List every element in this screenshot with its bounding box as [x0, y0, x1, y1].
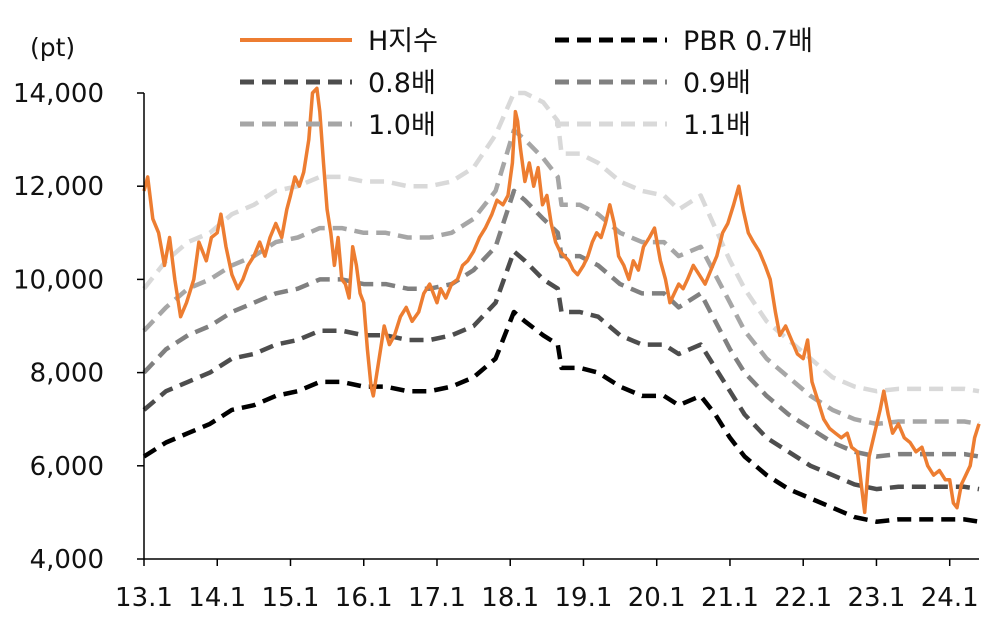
- legend-label-1: PBR 0.7배: [683, 26, 813, 57]
- legend-label-3: 0.9배: [683, 68, 751, 99]
- legend-label-5: 1.1배: [683, 110, 751, 141]
- series-layer: [142, 86, 981, 524]
- x-tick-label: 23.1: [848, 583, 906, 613]
- y-axis-ticks: 4,000 6,000 8,000 10,000 12,000 14,000: [13, 79, 144, 575]
- x-tick-label: 13.1: [115, 583, 173, 613]
- x-tick-label: 17.1: [408, 583, 466, 613]
- y-tick-label: 12,000: [13, 172, 104, 202]
- series-line-3: [142, 188, 980, 459]
- x-tick-label: 16.1: [335, 583, 393, 613]
- legend-label-0: H지수: [368, 26, 438, 57]
- y-tick-label: 6,000: [30, 452, 104, 482]
- series-line-4: [142, 128, 980, 427]
- series-line-1: [142, 309, 980, 524]
- x-tick-label: 21.1: [701, 583, 759, 613]
- x-tick-label: 20.1: [628, 583, 686, 613]
- x-tick-label: 24.1: [921, 583, 979, 613]
- x-tick-label: 18.1: [481, 583, 539, 613]
- legend-label-2: 0.8배: [368, 68, 436, 99]
- unit-label: (pt): [30, 33, 75, 62]
- y-tick-label: 8,000: [30, 359, 104, 389]
- series-line-0: [142, 86, 981, 515]
- y-tick-label: 14,000: [13, 79, 104, 109]
- x-tick-label: 19.1: [555, 583, 613, 613]
- legend: H지수 PBR 0.7배 0.8배 0.9배 1.0배 1.1배: [240, 26, 813, 141]
- x-tick-label: 14.1: [188, 583, 246, 613]
- y-tick-label: 10,000: [13, 265, 104, 295]
- series-line-2: [142, 249, 980, 492]
- x-axis-ticks: 13.1 14.1 15.1 16.1 17.1 18.1 19.1 20.1 21.1 22.1…: [115, 559, 979, 613]
- x-tick-label: 15.1: [262, 583, 320, 613]
- y-tick-label: 4,000: [30, 545, 104, 575]
- x-tick-label: 22.1: [774, 583, 832, 613]
- legend-label-4: 1.0배: [368, 110, 436, 141]
